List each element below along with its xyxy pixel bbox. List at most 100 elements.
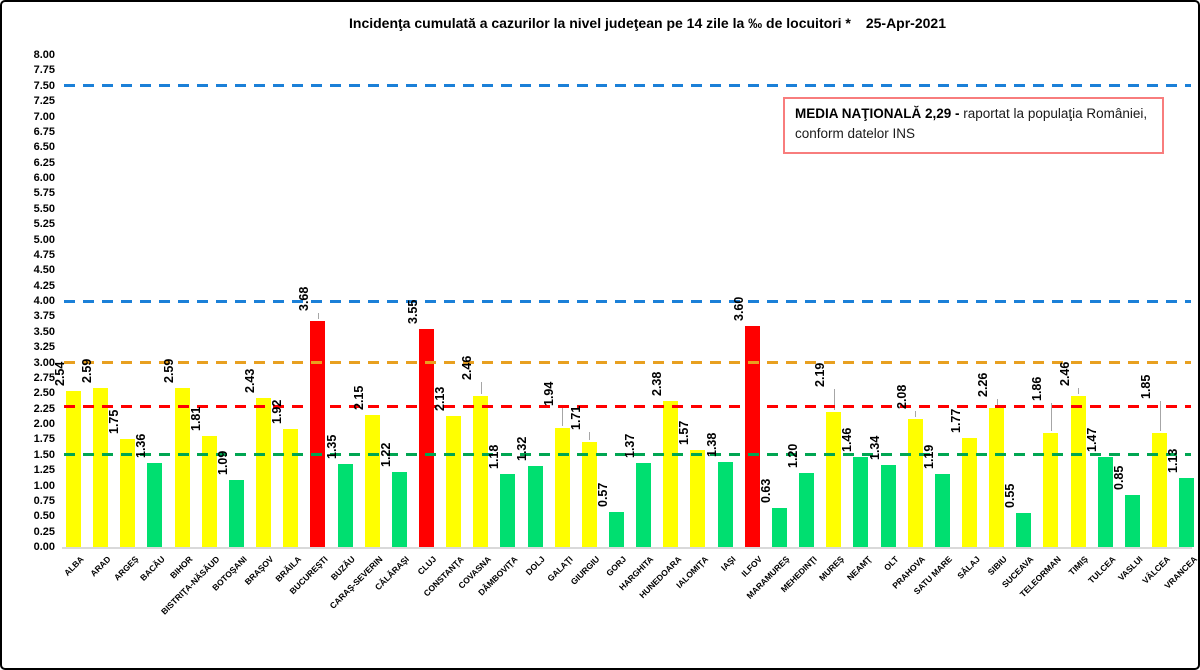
bar-value-label: 1.47 xyxy=(1084,427,1099,452)
bar-value-label: 1.75 xyxy=(107,410,122,435)
bar-value-label: 1.94 xyxy=(541,381,556,406)
bar-value-label: 2.08 xyxy=(894,384,909,410)
y-axis-tick-label: 6.75 xyxy=(33,125,55,138)
bar-galaţi xyxy=(554,427,570,547)
bar-botoşani xyxy=(228,479,244,547)
label-leader-line xyxy=(1159,401,1161,432)
bar-timiş xyxy=(1070,395,1086,547)
x-axis-label: ARGEŞ xyxy=(111,554,140,583)
bar-value-label: 1.38 xyxy=(704,432,719,458)
bar-teleorman xyxy=(1043,432,1059,547)
bar-mureş xyxy=(826,412,842,547)
y-axis-tick-label: 6.00 xyxy=(33,172,55,184)
bar-neamţ xyxy=(853,457,869,547)
y-axis-tick-label: 8.00 xyxy=(33,49,55,61)
bar-ilfov xyxy=(744,325,760,547)
y-axis-tick-label: 4.50 xyxy=(33,264,55,277)
x-axis-label: TULCEA xyxy=(1085,554,1118,586)
bar-bacău xyxy=(147,463,163,547)
bar-cluj xyxy=(418,328,434,547)
x-axis-label: BRAŞOV xyxy=(242,554,276,587)
bar-sibiu xyxy=(989,408,1005,547)
y-axis-tick-label: 4.00 xyxy=(33,295,55,307)
bar-tulcea xyxy=(1097,456,1113,547)
bar-vrancea xyxy=(1179,477,1195,547)
bar-value-label: 2.15 xyxy=(351,385,366,410)
bar-suceava xyxy=(1016,513,1032,547)
bar-argeş xyxy=(120,439,136,547)
y-axis-tick-label: 7.50 xyxy=(33,79,55,92)
y-axis-tick-label: 5.50 xyxy=(33,202,55,215)
bar-value-label: 2.26 xyxy=(976,372,991,397)
bar-gorj xyxy=(609,511,624,547)
y-axis-tick-label: 5.75 xyxy=(33,187,55,200)
label-leader-line xyxy=(833,389,835,411)
bar-value-label: 0.57 xyxy=(596,482,610,507)
bar-value-label: 0.63 xyxy=(758,478,773,504)
y-axis-tick-label: 3.25 xyxy=(33,341,55,354)
label-leader-line xyxy=(317,312,319,319)
orange-line xyxy=(64,361,1191,364)
label-leader-line xyxy=(589,431,591,440)
bar-dolj xyxy=(527,465,543,547)
bar-maramureş xyxy=(771,508,787,547)
bar-value-label: 1.34 xyxy=(867,435,882,460)
x-axis-label: BACĂU xyxy=(138,554,168,583)
y-axis-tick-label: 7.25 xyxy=(33,95,55,108)
bar-value-label: 3.60 xyxy=(731,296,746,321)
bar-olt xyxy=(880,464,896,547)
bar-iaşi xyxy=(717,462,733,547)
national-average-value: MEDIA NAŢIONALĂ 2,29 - xyxy=(795,106,960,121)
bar-dâmboviţa xyxy=(500,474,516,547)
bar-mehedinţi xyxy=(799,473,815,547)
bar-covasna xyxy=(473,395,489,547)
bar-value-label: 1.92 xyxy=(270,399,285,424)
national-average-line xyxy=(64,404,1191,408)
bar-value-label: 3.55 xyxy=(405,299,420,324)
x-axis-label: NEAMŢ xyxy=(844,554,873,583)
bar-value-label: 2.46 xyxy=(460,355,475,380)
bar-value-label: 2.19 xyxy=(813,362,828,388)
bar-value-label: 1.86 xyxy=(1030,376,1045,401)
bar-value-label: 2.43 xyxy=(243,368,258,393)
bar-value-label: 3.68 xyxy=(297,286,312,311)
bar-value-label: 1.37 xyxy=(623,433,638,458)
label-leader-line xyxy=(480,381,482,394)
bar-bihor xyxy=(174,387,190,547)
y-axis-tick-label: 4.75 xyxy=(33,248,55,261)
bar-brăila xyxy=(283,428,299,547)
bar-caraş-severin xyxy=(364,414,380,547)
bar-value-label: 2.13 xyxy=(433,386,448,411)
y-axis-tick-label: 2.50 xyxy=(33,387,55,400)
x-axis-label: SIBIU xyxy=(985,554,1009,578)
bar-constanţa xyxy=(446,416,462,547)
x-axis-label: OLT xyxy=(881,554,901,573)
bar-bistriţa-năsăud xyxy=(201,435,217,547)
x-axis-label: ILFOV xyxy=(739,554,765,579)
green-line xyxy=(64,453,1191,457)
bar-value-label: 1.09 xyxy=(215,450,230,475)
chart-title-row: Incidenţa cumulată a cazurilor la nivel … xyxy=(0,15,1200,31)
bar-value-label: 1.22 xyxy=(378,442,393,467)
bar-hunedoara xyxy=(663,400,679,547)
bar-value-label: 0.85 xyxy=(1111,465,1126,490)
x-axis-label: GORJ xyxy=(604,554,629,579)
bar-value-label: 1.57 xyxy=(677,421,692,446)
bar-value-label: 1.71 xyxy=(568,405,583,430)
bar-prahova xyxy=(907,419,923,547)
y-axis-tick-label: 0.75 xyxy=(33,494,55,507)
bar-value-label: 1.32 xyxy=(514,436,529,461)
label-leader-line xyxy=(562,407,564,426)
lower-blue-line xyxy=(64,299,1191,303)
bar-value-label: 2.59 xyxy=(80,358,95,383)
bar-alba xyxy=(66,390,81,547)
bar-value-label: 1.85 xyxy=(1139,374,1153,400)
y-axis-tick-label: 0.25 xyxy=(33,525,55,538)
x-axis-label: SĂLAJ xyxy=(954,554,982,581)
bar-value-label: 1.77 xyxy=(948,408,963,434)
bar-value-label: 1.81 xyxy=(188,406,203,431)
bar-vaslui xyxy=(1124,494,1140,547)
label-leader-line xyxy=(1050,402,1052,431)
